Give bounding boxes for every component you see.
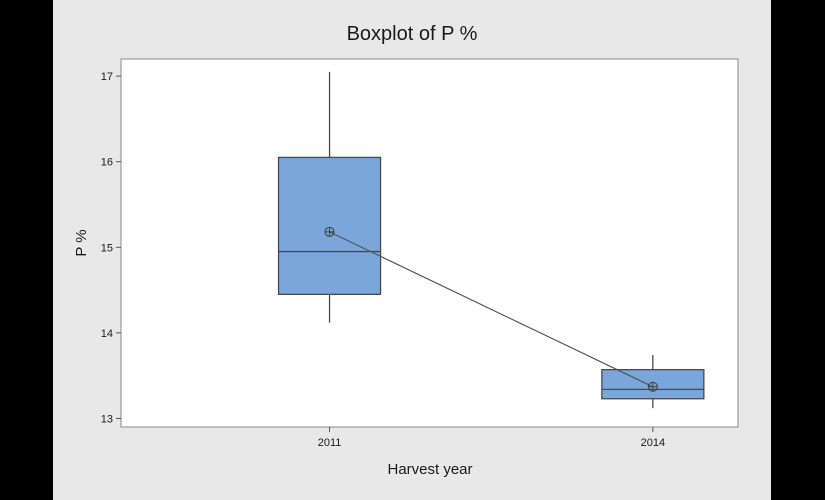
box-series — [277, 71, 705, 409]
chart-figure: Boxplot of P % 13 14 15 16 17 2011 2014 Harve… — [53, 0, 771, 500]
chart-title: Boxplot of P % — [347, 23, 478, 45]
mean-series — [324, 226, 658, 392]
mean-marker — [324, 226, 335, 237]
box-2014 — [601, 355, 705, 409]
x-axis-label: Harvest year — [387, 461, 472, 478]
y-axis-label: P % — [73, 229, 90, 256]
mean-marker — [647, 381, 658, 392]
y-tick-label: 14 — [101, 328, 113, 340]
iqr-box — [277, 156, 382, 295]
iqr-box — [601, 369, 705, 400]
x-tick-label: 2011 — [318, 437, 342, 449]
y-tick-label: 16 — [101, 157, 113, 169]
boxplot-chart: Boxplot of P % 13 14 15 16 17 2011 2014 Harve… — [73, 23, 739, 478]
x-axis: 2011 2014 — [318, 427, 665, 449]
y-tick-label: 17 — [101, 71, 113, 83]
plot-area — [120, 58, 739, 428]
y-axis: 13 14 15 16 17 — [101, 71, 121, 425]
y-tick-label: 15 — [101, 242, 113, 254]
y-tick-label: 13 — [101, 413, 113, 425]
box-2011 — [277, 71, 382, 323]
mean-connect-line — [329, 231, 654, 388]
x-tick-label: 2014 — [641, 437, 665, 449]
